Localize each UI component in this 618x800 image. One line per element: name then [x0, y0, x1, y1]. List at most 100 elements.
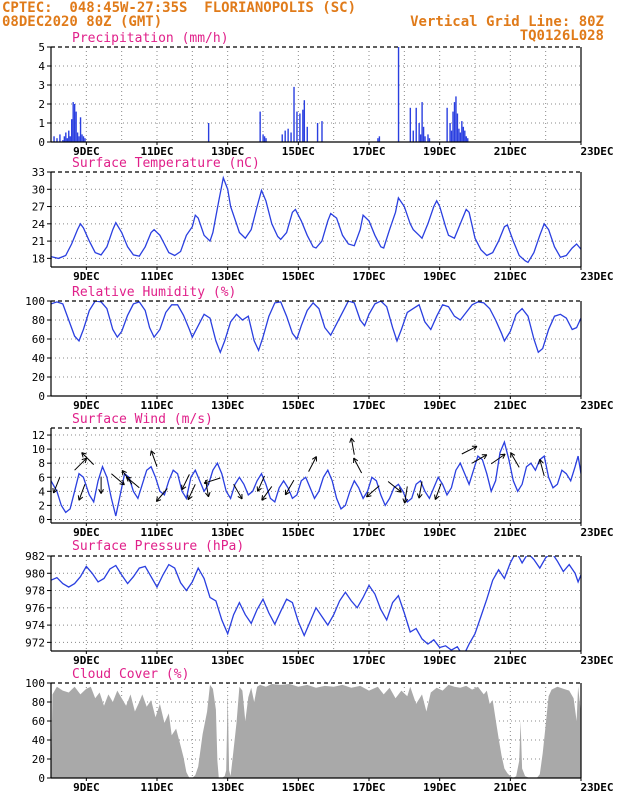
cloud-ytick-label: 40: [32, 734, 45, 747]
wind-arrow-head: [500, 453, 506, 456]
precip-bar: [455, 96, 457, 142]
temp-xtick-label: 17DEC: [352, 270, 385, 283]
pressure-ytick-label: 980: [25, 567, 45, 580]
pressure-xtick-label: 23DEC: [580, 654, 613, 667]
temp-title: Surface Temperature (nC): [72, 156, 260, 171]
cloud-xtick-label: 15DEC: [282, 781, 315, 794]
wind-arrow-head: [366, 495, 372, 498]
wind-arrow-head: [100, 488, 104, 494]
precip-bar: [452, 111, 454, 142]
cloud-xtick-label: 23DEC: [580, 781, 613, 794]
rh-xtick-label: 15DEC: [282, 399, 315, 412]
wind-arrow-head: [353, 457, 359, 462]
wind-arrow-head: [311, 456, 317, 460]
precip-bar: [415, 107, 417, 142]
precip-bar: [418, 123, 420, 142]
temp-ytick-label: 27: [32, 201, 45, 214]
temp-xtick-label: 23DEC: [580, 270, 613, 283]
wind-arrow: [434, 483, 442, 500]
wind-arrow-head: [98, 488, 102, 494]
wind-arrow-head: [125, 476, 129, 482]
cloud-xtick-label: 19DEC: [423, 781, 456, 794]
pressure-data: [51, 556, 581, 651]
rh-title: Relative Humidity (%): [72, 285, 236, 300]
precip-bar: [465, 136, 467, 142]
wind-arrow-head: [81, 452, 87, 455]
wind-arrow-head: [366, 492, 369, 498]
rh-grid: [51, 301, 581, 396]
header-location: CPTEC: 048:45W-27:35S FLORIANOPOLIS (SC): [2, 0, 357, 16]
wind-arrow-head: [404, 498, 409, 504]
wind-arrow: [510, 452, 520, 468]
pressure-title: Surface Pressure (hPa): [72, 539, 244, 554]
wind-ytick-label: 10: [32, 443, 45, 456]
precip-xtick-label: 13DEC: [211, 145, 244, 158]
wind-arrow: [418, 481, 423, 499]
wind-arrow: [404, 486, 408, 504]
temp-xtick-label: 21DEC: [494, 270, 527, 283]
rh-line: [51, 301, 581, 355]
rh-xtick-label: 19DEC: [423, 399, 456, 412]
precip-bar: [72, 102, 74, 142]
wind-ytick-label: 4: [38, 485, 45, 498]
wind-arrow: [471, 454, 488, 464]
wind-arrow: [539, 459, 545, 477]
precip-bar: [63, 136, 66, 142]
precip-ytick-label: 5: [38, 41, 45, 54]
temp-ytick-label: 18: [32, 252, 45, 265]
wind-arrow-head: [538, 459, 541, 465]
pressure-ytick-label: 972: [25, 636, 45, 649]
cloud-title: Cloud Cover (%): [72, 667, 189, 682]
precip-bar: [73, 104, 76, 142]
precip-bar: [68, 130, 70, 142]
cloud-panel: 0 20 40 60 80 100 9DEC 11DEC 13DEC 15DEC 17DEC 19DE…: [25, 667, 613, 794]
precip-bar: [59, 134, 61, 142]
precip-bar: [412, 130, 414, 142]
temp-grid: [51, 172, 581, 267]
rh-ytick-label: 40: [32, 352, 45, 365]
precip-bar: [409, 107, 412, 142]
precip-ytick-label: 3: [38, 79, 45, 92]
wind-arrow: [74, 457, 87, 471]
wind-arrow-head: [81, 457, 87, 461]
rh-xtick-label: 13DEC: [211, 399, 244, 412]
wind-arrow-head: [208, 491, 211, 497]
wind-arrow: [156, 488, 168, 502]
precip-bar: [428, 138, 431, 142]
wind-grid: [51, 428, 581, 523]
temp-xtick-label: 13DEC: [211, 270, 244, 283]
temp-ytick-label: 24: [32, 218, 46, 231]
precip-ytick-label: 4: [38, 60, 45, 73]
precip-bar: [287, 128, 289, 142]
temp-xtick-label: 11DEC: [140, 270, 173, 283]
precip-bar: [81, 134, 83, 142]
pressure-xtick-label: 19DEC: [423, 654, 456, 667]
temp-line: [51, 175, 581, 264]
cloud-ytick-label: 0: [38, 772, 45, 785]
precip-bar: [296, 111, 298, 142]
precip-xtick-label: 21DEC: [494, 145, 527, 158]
temp-ytick-label: 30: [32, 183, 45, 196]
precip-xtick-label: 23DEC: [580, 145, 613, 158]
wind-arrow: [233, 484, 243, 500]
wind-arrow: [261, 486, 273, 501]
pressure-xtick-label: 13DEC: [211, 654, 244, 667]
precip-bar: [207, 123, 210, 142]
wind-arrow-head: [53, 489, 58, 494]
precip-bar: [56, 138, 58, 142]
wind-arrow-head: [181, 486, 187, 491]
wind-arrow-head: [204, 482, 210, 485]
precip-bar: [79, 117, 82, 142]
wind-xtick-label: 23DEC: [580, 526, 613, 539]
wind-arrow-head: [203, 479, 208, 484]
precip-grid: [51, 47, 581, 142]
wind-arrow: [308, 456, 317, 472]
rh-ytick-label: 100: [25, 295, 45, 308]
temp-ytick-label: 33: [32, 166, 45, 179]
wind-arrow: [284, 479, 295, 496]
precip-data: [53, 47, 469, 142]
precip-bar: [66, 138, 68, 142]
wind-xtick-label: 9DEC: [73, 526, 100, 539]
cloud-xtick-label: 17DEC: [352, 781, 385, 794]
wind-ytick-label: 8: [38, 457, 45, 470]
